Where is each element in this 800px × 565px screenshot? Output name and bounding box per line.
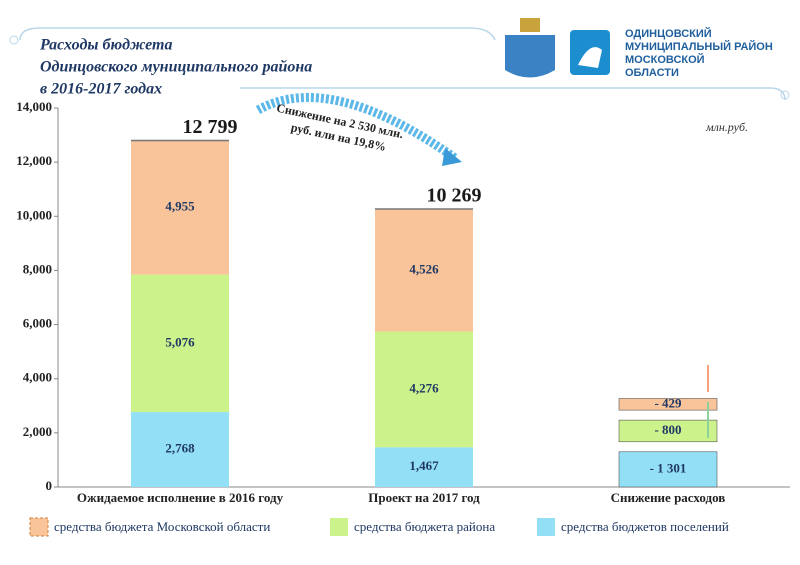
logo-line: МОСКОВСКОЙ (625, 53, 705, 66)
total-label: 10 269 (427, 185, 482, 207)
x-tick-label: Ожидаемое исполнение в 2016 году (77, 490, 284, 505)
bar-segment (375, 447, 473, 487)
legend-label: средства бюджета Московской области (54, 519, 270, 534)
bar-segment (618, 451, 718, 488)
y-tick-label: 10,000 (16, 207, 52, 222)
decor-dot (780, 90, 790, 100)
decor-line (240, 87, 786, 101)
logo-district (570, 30, 610, 75)
y-tick-label: 14,000 (16, 99, 52, 114)
x-tick-label: Снижение расходов (611, 490, 726, 505)
legend-swatch (330, 518, 348, 536)
x-tick-label: Проект на 2017 год (368, 490, 480, 505)
value-label: 4,526 (409, 261, 439, 276)
value-label: 4,955 (165, 199, 195, 214)
value-label: 2,768 (165, 441, 195, 456)
logo-crest (505, 18, 555, 78)
plot: 0 2,000 4,000 6,000 8,000 10,000 12,000 14,000 О… (16, 99, 790, 505)
title: Расходы бюджета Одинцовского муниципально… (39, 37, 312, 98)
unit: млн.руб. (705, 120, 748, 134)
legend-label: средства бюджета района (354, 519, 495, 534)
bar-segment (131, 274, 229, 413)
decor-dot (9, 35, 19, 45)
value-label: 4,276 (409, 380, 439, 395)
title-line: в 2016-2017 годах (40, 81, 162, 98)
logo-line: ОДИНЦОВСКИЙ (625, 27, 712, 40)
title-line: Расходы бюджета (39, 37, 172, 54)
logo-line: ОБЛАСТИ (625, 67, 679, 79)
legend-swatch (29, 517, 49, 537)
y-tick-label: 4,000 (23, 370, 52, 385)
value-label: - 800 (654, 422, 681, 437)
title-line: Одинцовского муниципального района (40, 59, 312, 76)
logo-line: МУНИЦИПАЛЬНЫЙ РАЙОН (625, 40, 773, 53)
value-label: - 1 301 (650, 460, 687, 475)
decor-line (19, 27, 496, 41)
total-label: 12 799 (183, 116, 238, 138)
bar-segment (375, 331, 473, 448)
bar-segment (131, 140, 229, 275)
y-tick-label: 6,000 (23, 316, 52, 331)
value-label: 1,467 (409, 458, 439, 473)
legend-label: средства бюджетов поселений (561, 519, 729, 534)
arrow-head (442, 148, 462, 166)
value-label: - 429 (654, 395, 682, 410)
bar-segment (618, 419, 718, 443)
y-tick-label: 2,000 (23, 424, 52, 439)
bar-segment (131, 412, 229, 487)
y-tick-label: 12,000 (16, 153, 52, 168)
y-tick-label: 0 (46, 478, 53, 493)
bar-segment (375, 209, 473, 332)
value-label: 5,076 (165, 334, 195, 349)
bar-segment (618, 398, 718, 411)
legend-swatch (537, 518, 555, 536)
annotation: Снижение на 2 530 млн.руб. или на 19,8% (275, 101, 404, 154)
y-tick-label: 8,000 (23, 261, 52, 276)
annotation-arrow (255, 93, 458, 162)
